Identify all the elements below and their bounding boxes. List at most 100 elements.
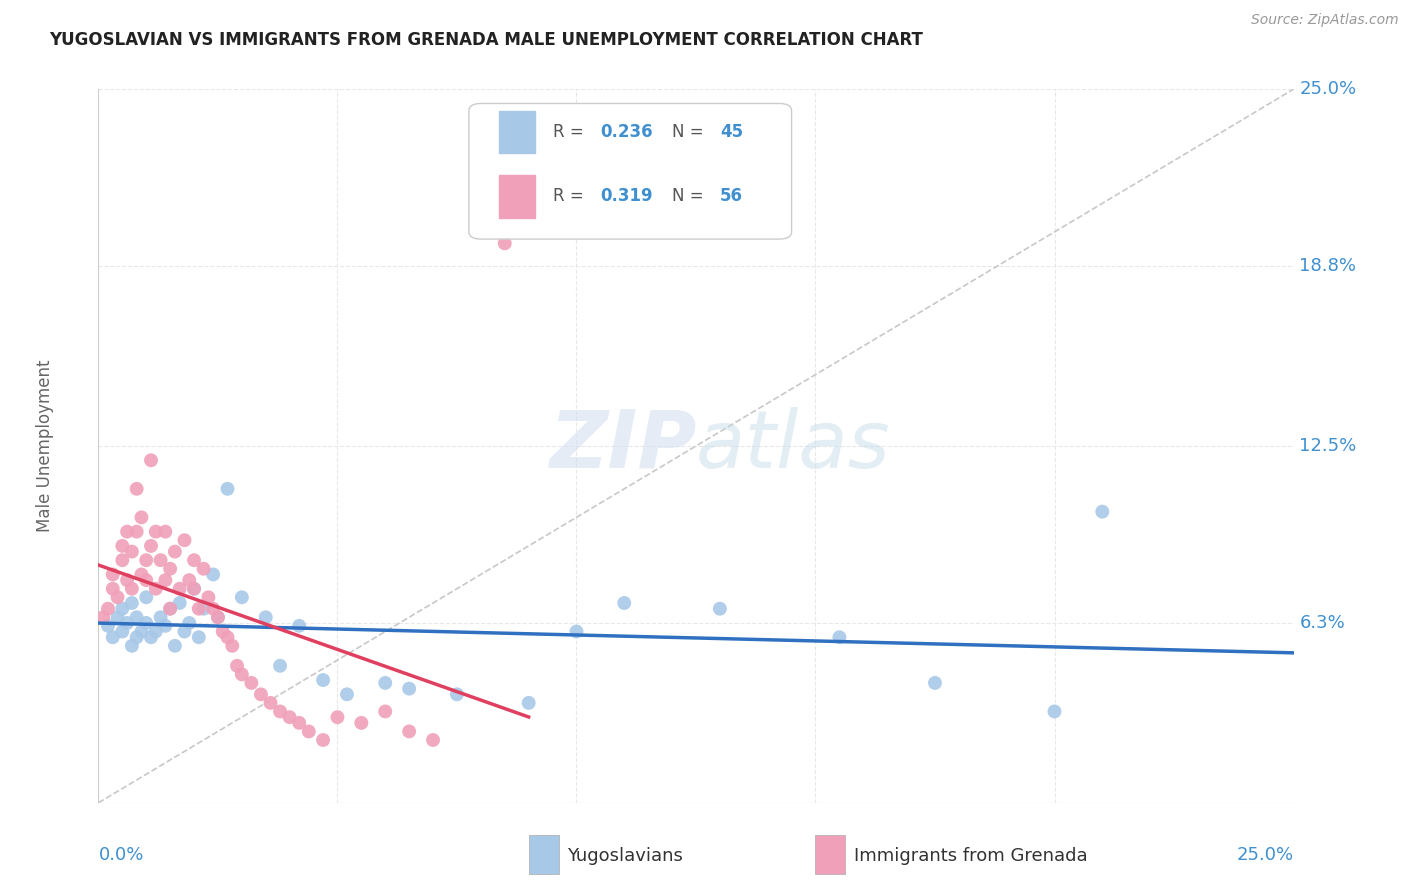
Point [517,696,540,710]
Point [101,567,124,582]
Point [121,544,143,558]
Point [326,710,349,724]
Point [91,610,114,624]
Text: 0.319: 0.319 [600,187,652,205]
Point [155,619,177,633]
Text: N =: N = [672,123,709,141]
Point [231,667,253,681]
Point [121,596,143,610]
Text: YUGOSLAVIAN VS IMMIGRANTS FROM GRENADA MALE UNEMPLOYMENT CORRELATION CHART: YUGOSLAVIAN VS IMMIGRANTS FROM GRENADA M… [49,31,924,49]
Text: 25.0%: 25.0% [1299,80,1357,98]
Point [125,482,148,496]
Point [193,601,215,615]
Point [173,533,195,548]
Point [240,676,263,690]
Point [187,601,209,615]
Point [336,687,359,701]
Point [135,573,157,587]
Point [259,696,281,710]
Text: 25.0%: 25.0% [1236,846,1294,863]
Point [312,733,335,747]
Point [145,582,167,596]
Point [125,524,148,539]
Point [202,567,225,582]
Point [207,610,229,624]
Point [163,544,186,558]
Point [131,567,153,582]
Point [159,562,181,576]
Text: 0.0%: 0.0% [98,846,143,863]
Text: N =: N = [672,187,709,205]
Point [125,610,148,624]
Point [207,610,229,624]
Point [193,562,215,576]
Point [115,615,138,630]
FancyBboxPatch shape [470,103,792,239]
Point [1091,505,1114,519]
Point [298,724,321,739]
Point [374,705,396,719]
Point [121,639,143,653]
Point [145,624,167,639]
Point [288,715,311,730]
Point [131,624,153,639]
Point [101,630,124,644]
Text: Yugoslavians: Yugoslavians [567,847,683,865]
Point [278,710,301,724]
Point [187,630,209,644]
Point [312,673,335,687]
Point [155,524,177,539]
Point [250,687,273,701]
Point [226,658,249,673]
Text: Male Unemployment: Male Unemployment [35,359,53,533]
Text: atlas: atlas [696,407,891,485]
Point [374,676,396,690]
Point [159,601,181,615]
Point [398,724,420,739]
Text: 56: 56 [720,187,742,205]
Text: Source: ZipAtlas.com: Source: ZipAtlas.com [1251,13,1399,28]
Point [183,553,205,567]
Point [155,573,177,587]
Point [139,630,162,644]
Bar [815,835,845,874]
Point [350,715,373,730]
Text: Immigrants from Grenada: Immigrants from Grenada [853,847,1087,865]
Point [149,553,172,567]
Point [288,619,311,633]
Point [135,553,157,567]
Point [107,610,129,624]
Point [115,573,138,587]
Point [121,582,143,596]
Point [169,582,191,596]
Point [159,601,181,615]
Point [179,573,201,587]
Point [101,582,124,596]
Point [197,591,219,605]
Point [254,610,277,624]
Point [269,658,291,673]
Bar [529,835,558,874]
Point [422,733,444,747]
Point [269,705,291,719]
Point [97,601,120,615]
Point [179,615,201,630]
Point [125,630,148,644]
Point [217,482,239,496]
Point [139,539,162,553]
Point [111,624,134,639]
Point [202,601,225,615]
Point [111,539,134,553]
Point [613,596,636,610]
Point [107,591,129,605]
Point [398,681,420,696]
Point [211,624,233,639]
Text: 18.8%: 18.8% [1299,257,1357,275]
Point [97,619,120,633]
Text: 12.5%: 12.5% [1299,437,1357,455]
Point [494,236,516,251]
Point [169,596,191,610]
Point [183,582,205,596]
Point [565,624,588,639]
Point [139,453,162,467]
